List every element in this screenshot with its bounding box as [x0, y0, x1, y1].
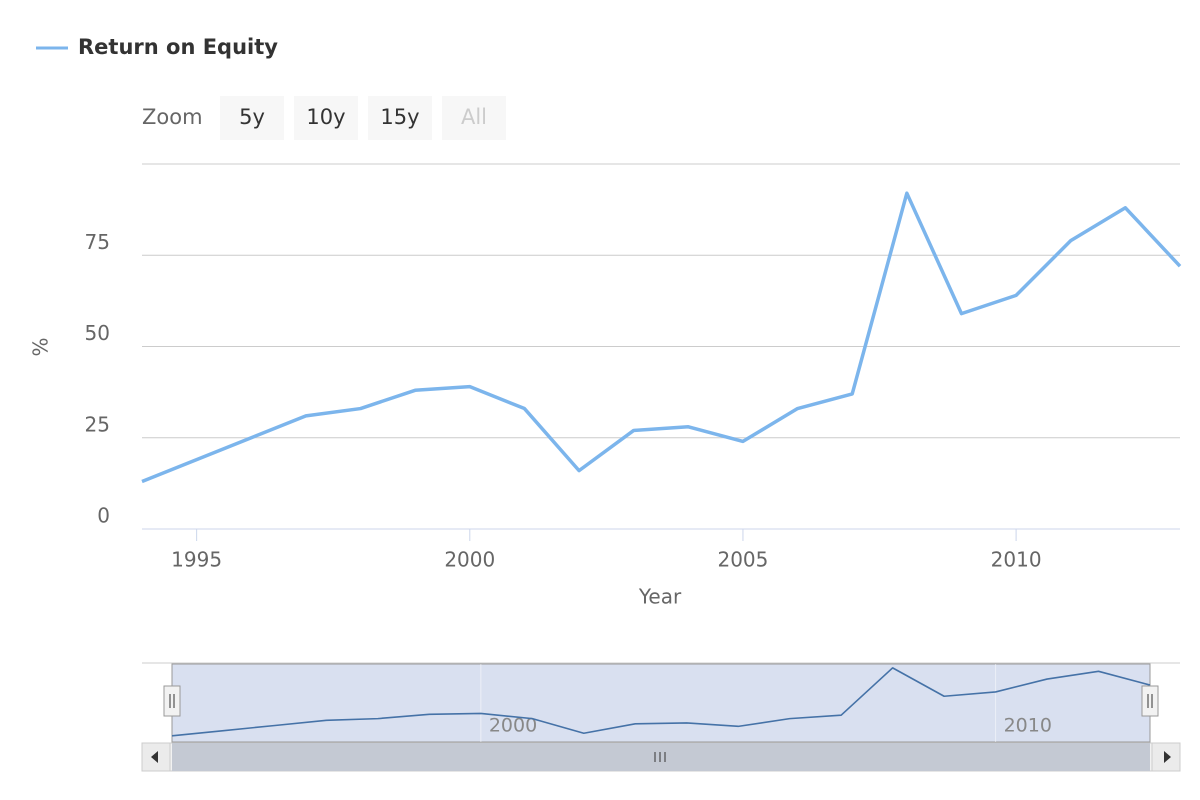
y-axis-title: % [29, 337, 53, 356]
navigator-handle[interactable] [163, 685, 181, 717]
arrow-right [1164, 751, 1171, 763]
navigator-mask [171, 663, 1151, 743]
y-tick-label: 25 [85, 412, 110, 436]
scrollbar-thumb[interactable] [172, 743, 1150, 771]
zoom-button-label[interactable]: 10y [306, 105, 345, 129]
navigator-handle[interactable] [1141, 685, 1159, 717]
legend-label[interactable]: Return on Equity [78, 35, 278, 59]
y-tick-label: 0 [97, 504, 110, 528]
series-line [141, 191, 1182, 484]
navigator-line [171, 667, 1151, 737]
zoom-label: Zoom [142, 105, 203, 129]
x-axis-title: Year [638, 585, 682, 609]
arrow-left [151, 751, 158, 763]
y-tick-label: 75 [85, 230, 110, 254]
x-tick-label: 2010 [991, 548, 1042, 572]
zoom-button-label[interactable]: 5y [239, 105, 265, 129]
x-tick-label: 1995 [171, 548, 222, 572]
zoom-button-label[interactable]: All [461, 105, 487, 129]
scrollbar-grip [654, 752, 666, 762]
handle-grip [169, 694, 175, 708]
navigator-tick-label: 2010 [1004, 715, 1052, 737]
zoom-button[interactable] [294, 96, 358, 140]
zoom-button-label[interactable]: 15y [380, 105, 419, 129]
navigator-tick-label: 2000 [489, 715, 537, 737]
zoom-button[interactable] [368, 96, 432, 140]
x-tick-label: 2005 [717, 548, 768, 572]
handle-grip [1147, 694, 1153, 708]
zoom-button[interactable] [220, 96, 284, 140]
y-tick-label: 50 [85, 321, 110, 345]
x-tick-label: 2000 [444, 548, 495, 572]
zoom-button[interactable] [442, 96, 506, 140]
